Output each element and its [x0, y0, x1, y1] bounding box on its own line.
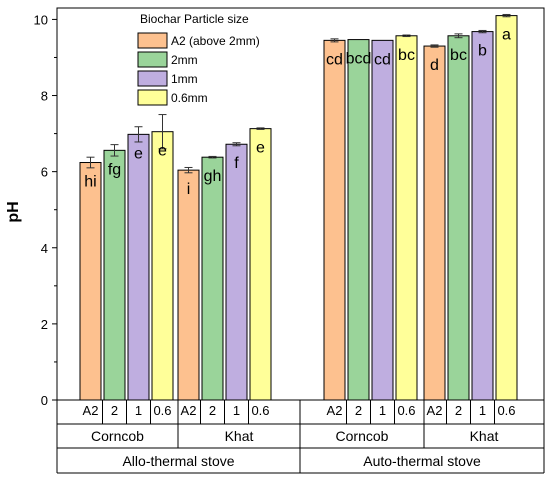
bar-letter-label: e [256, 140, 265, 157]
size-tick-label: A2 [83, 403, 99, 418]
size-tick-label: 2 [455, 403, 462, 418]
size-tick-label: 0.6 [397, 403, 415, 418]
size-tick-label: 2 [355, 403, 362, 418]
y-tick-label: 0 [41, 393, 48, 408]
bar-letter-label: bc [450, 47, 467, 64]
bar [371, 39, 394, 401]
bar-letter-label: cd [326, 51, 343, 68]
size-tick-label: 0.6 [153, 403, 171, 418]
bar-letter-label: e [134, 145, 143, 162]
bar-letter-label: cd [374, 51, 391, 68]
bar [471, 31, 494, 401]
bar-letter-label: f [234, 155, 239, 172]
stove-label: Auto-thermal stove [363, 453, 481, 469]
bar [423, 45, 446, 401]
bar-letter-label: e [158, 143, 167, 160]
bar-letter-label: fg [108, 161, 121, 178]
bar [495, 15, 518, 401]
bar [447, 35, 470, 401]
legend-title: Biochar Particle size [140, 12, 249, 26]
size-tick-label: 2 [209, 403, 216, 418]
bar [323, 39, 346, 401]
bar-letter-label: bc [398, 47, 415, 64]
bar [395, 35, 418, 401]
bar [127, 133, 150, 401]
legend-swatch [137, 89, 168, 106]
bar [249, 128, 272, 401]
bar-letter-label: hi [84, 174, 96, 191]
legend-entry-label: 2mm [171, 53, 198, 67]
feedstock-label: Corncob [91, 428, 144, 444]
bar [151, 131, 174, 401]
y-tick-label: 8 [41, 89, 48, 104]
feedstock-label: Khat [470, 428, 499, 444]
size-tick-label: A2 [327, 403, 343, 418]
bar-letter-label: bcd [346, 51, 372, 68]
legend-entry-label: A2 (above 2mm) [171, 34, 260, 48]
legend-entry-label: 1mm [171, 72, 198, 86]
y-tick-label: 4 [41, 241, 48, 256]
bar-letter-label: b [478, 43, 487, 60]
bar-letter-label: d [430, 57, 439, 74]
feedstock-label: Corncob [336, 428, 389, 444]
size-tick-label: 1 [479, 403, 486, 418]
size-tick-label: 1 [379, 403, 386, 418]
stove-label: Allo-thermal stove [122, 453, 234, 469]
bar [201, 156, 224, 401]
size-tick-label: 0.6 [251, 403, 269, 418]
bar-letter-label: gh [204, 168, 222, 185]
category-table: A2 2 1 0.6 A2 2 1 0.6 A2 2 1 0.6 A2 2 1 0.6 Corncob Khat A… [56, 400, 545, 474]
bar [177, 169, 200, 401]
legend-entry-label: 0.6mm [171, 91, 208, 105]
y-tick-label: 10 [34, 12, 48, 27]
size-tick-label: 1 [135, 403, 142, 418]
legend-swatch [137, 70, 168, 87]
bar-letter-label: a [502, 27, 511, 44]
size-tick-label: A2 [427, 403, 443, 418]
size-tick-label: A2 [181, 403, 197, 418]
bar-letter-label: i [187, 181, 191, 198]
bar [225, 143, 248, 401]
y-tick-label: 2 [41, 317, 48, 332]
legend: Biochar Particle size A2 (above 2mm) 2mm 1m… [137, 12, 260, 106]
bar [347, 39, 370, 401]
size-tick-label: 1 [233, 403, 240, 418]
y-tick-label: 6 [41, 165, 48, 180]
size-tick-label: 0.6 [497, 403, 515, 418]
bar [79, 162, 102, 401]
legend-swatch [137, 51, 168, 68]
y-axis-label: pH [5, 201, 22, 222]
feedstock-label: Khat [225, 428, 254, 444]
size-tick-label: 2 [111, 403, 118, 418]
legend-swatch [137, 32, 168, 49]
bar [103, 149, 126, 401]
